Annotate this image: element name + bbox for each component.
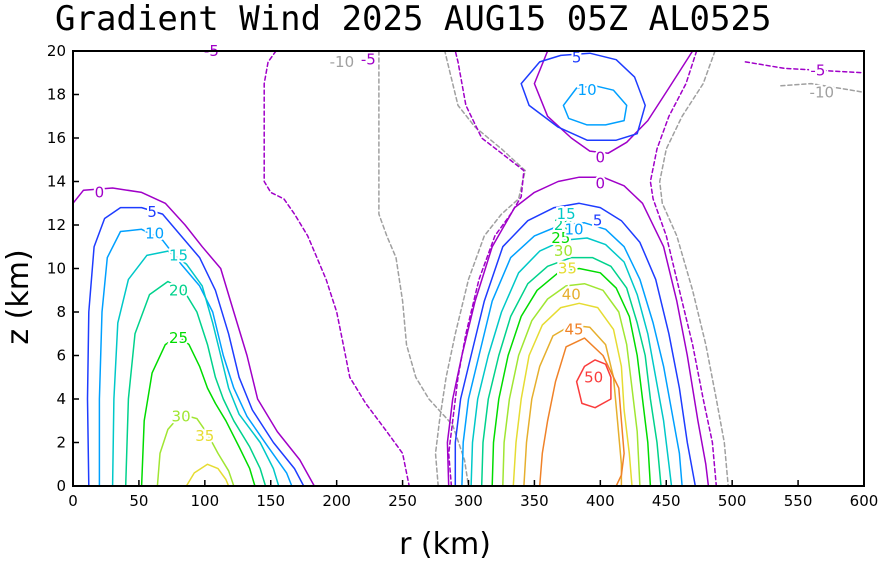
- contour-line-40-27: [523, 324, 623, 487]
- contour-label-14: -5: [810, 62, 825, 80]
- contour-label-7: 15: [557, 205, 576, 223]
- contour-label-0: 50: [584, 368, 603, 386]
- x-tick-label-9: 450: [652, 492, 681, 510]
- x-tick-label-1: 50: [129, 492, 148, 510]
- contour-label-16: -10: [330, 53, 355, 71]
- x-axis-label: r (km): [399, 527, 491, 561]
- x-tick-label-4: 200: [322, 492, 351, 510]
- contour-label-2: 40: [562, 286, 581, 304]
- y-tick-label-8: 16: [47, 129, 66, 147]
- y-tick-label-7: 14: [47, 173, 66, 191]
- contour-line-10-15: [461, 222, 683, 487]
- contour-line-neg5-6: [649, 50, 718, 487]
- y-tick-label-0: 0: [56, 477, 66, 495]
- y-tick-label-6: 12: [47, 216, 66, 234]
- contour-label-9: 5: [593, 212, 603, 230]
- contour-line-50-29: [575, 359, 612, 409]
- contour-label-20: 5: [147, 203, 157, 221]
- x-tick-label-12: 600: [850, 492, 879, 510]
- contour-line-35-25: [185, 463, 230, 487]
- contour-line-neg5-4: [263, 50, 410, 487]
- contour-line-neg5-7: [744, 61, 865, 74]
- y-tick-label-9: 18: [47, 86, 66, 104]
- contour-label-10: 0: [596, 175, 606, 193]
- contour-line-0-10: [533, 50, 694, 154]
- x-tick-label-3: 150: [256, 492, 285, 510]
- contour-line-5-12: [454, 202, 697, 487]
- x-tick-label-10: 500: [718, 492, 747, 510]
- contour-line-neg10-0: [378, 50, 470, 487]
- x-tick-label-5: 250: [388, 492, 417, 510]
- contour-label-17: -5: [361, 51, 376, 69]
- y-axis: 0 2 4 6 8 10 12 14 16 18 20: [47, 42, 79, 495]
- contour-label-6: 20: [554, 216, 573, 234]
- y-tick-label-4: 8: [56, 303, 66, 321]
- contour-label-23: 20: [169, 281, 188, 299]
- contour-label-15: -10: [810, 83, 835, 101]
- chart-title: Gradient Wind 2025 AUG15 05Z AL0525: [55, 0, 771, 39]
- contour-line-0-8: [72, 187, 316, 487]
- y-axis-label: z (km): [1, 249, 36, 344]
- contour-label-25: 30: [172, 407, 191, 425]
- contour-label-24: 25: [169, 329, 188, 347]
- contour-line-15-17: [111, 250, 280, 487]
- contour-line-35-26: [512, 302, 633, 487]
- contour-line-45-28: [538, 337, 625, 487]
- contour-label-11: 0: [596, 149, 606, 167]
- y-tick-label-1: 2: [56, 434, 66, 452]
- contour-line-15-18: [470, 237, 673, 487]
- contour-line-20-20: [480, 256, 662, 487]
- contour-line-30-24: [502, 282, 641, 487]
- x-tick-label-6: 300: [454, 492, 483, 510]
- contour-label-21: 10: [145, 225, 164, 243]
- contour-label-19: 0: [95, 183, 105, 201]
- contour-label-12: 10: [578, 81, 597, 99]
- contour-label-8: 10: [564, 220, 583, 238]
- contour-line-10-16: [562, 85, 628, 126]
- x-axis: 0 50 100 150 200 250 300 350 400 450 500 550 600: [68, 480, 878, 510]
- contour-line-5-11: [86, 206, 305, 487]
- x-tick-label-2: 100: [191, 492, 220, 510]
- x-tick-label-7: 350: [520, 492, 549, 510]
- contour-line-20-19: [124, 280, 267, 487]
- x-tick-label-11: 550: [784, 492, 813, 510]
- contour-label-22: 15: [169, 246, 188, 264]
- contour-label-1: 45: [564, 320, 583, 338]
- contour-label-5: 25: [551, 229, 570, 247]
- contour-line-neg10-2: [658, 50, 729, 487]
- contour-label-26: 35: [195, 427, 214, 445]
- contour-line-neg10-3: [780, 82, 865, 94]
- y-tick-label-2: 4: [56, 390, 66, 408]
- contour-line-0-9: [446, 176, 710, 487]
- contour-line-10-14: [98, 228, 293, 487]
- contour-label-3: 35: [558, 260, 577, 278]
- y-tick-label-5: 10: [47, 260, 66, 278]
- contour-line-25-21: [140, 335, 256, 487]
- plot-frame: [72, 50, 865, 487]
- contour-line-30-23: [156, 413, 235, 487]
- contour-line-neg10-1: [434, 50, 526, 487]
- y-tick-label-10: 20: [47, 42, 66, 60]
- x-tick-label-8: 400: [586, 492, 615, 510]
- contour-label-4: 30: [554, 242, 573, 260]
- x-tick-label-0: 0: [68, 492, 78, 510]
- contour-line-25-22: [491, 267, 652, 487]
- contour-layer: [72, 50, 865, 487]
- y-tick-label-3: 6: [56, 347, 66, 365]
- contour-line-5-13: [520, 52, 646, 141]
